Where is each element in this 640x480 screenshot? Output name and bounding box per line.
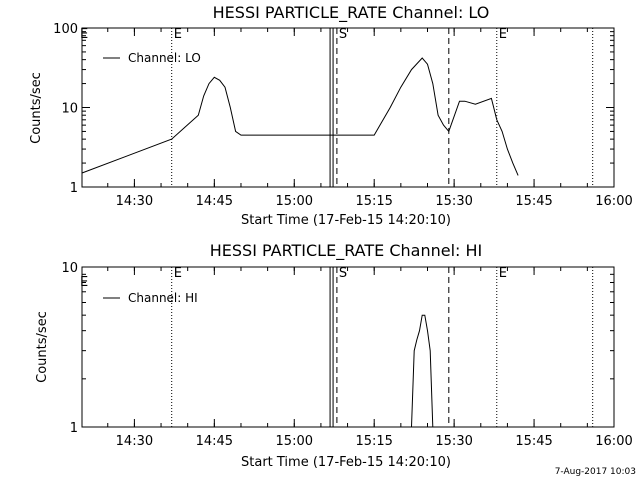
marker-label: E xyxy=(499,266,507,281)
marker-label: E xyxy=(499,27,507,42)
x-tick-label: 15:00 xyxy=(276,194,313,209)
chart-title: HESSI PARTICLE_RATE Channel: LO xyxy=(213,3,490,23)
x-axis-label: Start Time (17-Feb-15 14:20:10) xyxy=(241,455,451,470)
x-tick-label: 14:45 xyxy=(196,434,233,449)
legend-label: Channel: LO xyxy=(128,51,201,65)
date-stamp: 7-Aug-2017 10:03 xyxy=(555,467,636,477)
x-tick-label: 15:30 xyxy=(435,194,472,209)
x-tick-label: 15:30 xyxy=(435,434,472,449)
ticks-layer: 14:30 14:45 15:00 15:15 15:30 15:45 16:00 1 10 xyxy=(61,261,632,449)
x-tick-label: 14:30 xyxy=(116,194,153,209)
legend-label: Channel: HI xyxy=(128,291,198,305)
x-tick-label: 16:00 xyxy=(595,434,632,449)
x-tick-label: 15:15 xyxy=(355,434,392,449)
x-tick-label: 14:30 xyxy=(116,434,153,449)
y-tick-label: 100 xyxy=(53,22,78,37)
y-axis-label: Counts/sec xyxy=(35,311,50,383)
legend: Channel: LO xyxy=(103,51,201,65)
series-layer xyxy=(411,314,434,428)
marker-label: E xyxy=(174,266,182,281)
chart-title: HESSI PARTICLE_RATE Channel: HI xyxy=(210,241,483,261)
marker-label: E xyxy=(174,27,182,42)
series-line xyxy=(411,314,434,428)
x-tick-label: 14:45 xyxy=(196,194,233,209)
x-axis-label: Start Time (17-Feb-15 14:20:10) xyxy=(241,213,451,228)
x-tick-label: 15:15 xyxy=(355,194,392,209)
y-tick-label: 10 xyxy=(61,102,78,117)
marker-label: S xyxy=(339,27,347,42)
y-tick-label: 1 xyxy=(70,421,78,436)
ticks-layer: 14:30 14:45 15:00 15:15 15:30 15:45 16:00 1 10 10… xyxy=(53,22,633,209)
corner-label: E xyxy=(80,27,88,42)
y-tick-label: 10 xyxy=(61,261,78,276)
marker-label: S xyxy=(339,266,347,281)
y-axis-label: Counts/sec xyxy=(29,72,44,144)
x-tick-label: 16:00 xyxy=(595,194,632,209)
panel-lo: HESSI PARTICLE_RATE Channel: LO Counts/s… xyxy=(29,3,633,228)
x-tick-label: 15:00 xyxy=(276,434,313,449)
x-tick-label: 15:45 xyxy=(515,434,552,449)
y-tick-label: 1 xyxy=(70,181,78,196)
series-layer xyxy=(81,57,519,176)
series-line xyxy=(81,57,519,176)
panel-hi: HESSI PARTICLE_RATE Channel: HI Counts/s… xyxy=(35,241,633,470)
x-tick-label: 15:45 xyxy=(515,194,552,209)
legend: Channel: HI xyxy=(103,291,198,305)
